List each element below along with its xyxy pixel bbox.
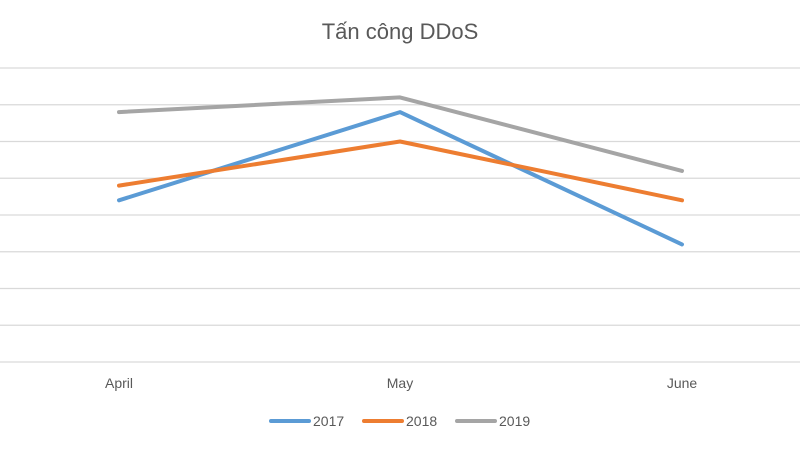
plot-area	[117, 95, 684, 247]
x-tick-label: June	[667, 375, 698, 391]
gridlines	[0, 67, 800, 363]
legend-label-2018: 2018	[406, 413, 437, 429]
x-tick-label: April	[105, 375, 133, 391]
legend-label-2019: 2019	[499, 413, 530, 429]
legend: 2017 2018 2019	[269, 413, 530, 429]
chart-title: Tấn công DDoS	[322, 19, 479, 44]
series-line-2019	[117, 95, 684, 173]
x-tick-label: May	[387, 375, 413, 391]
series-line-2018	[117, 139, 684, 203]
x-axis: April May June	[105, 375, 697, 391]
legend-label-2017: 2017	[313, 413, 344, 429]
